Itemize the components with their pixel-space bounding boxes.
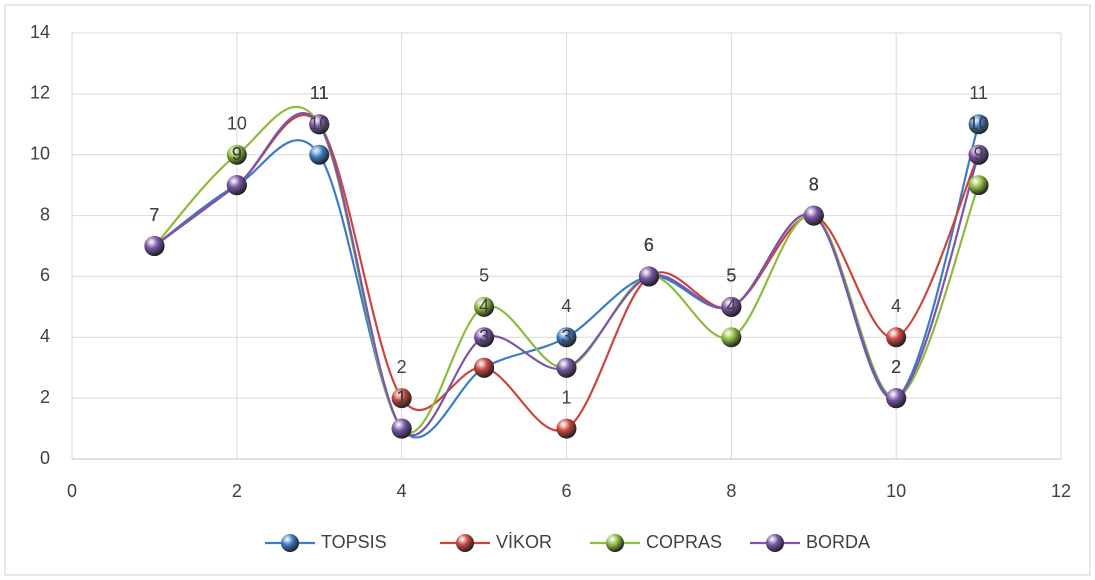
marker [474,296,495,317]
marker [226,175,247,196]
marker [721,327,742,348]
marker [556,357,577,378]
data-label: 7 [149,205,159,225]
data-label: 10 [969,113,989,133]
data-label: 11 [310,83,329,103]
x-tick-label: 0 [67,481,77,501]
x-tick-label: 2 [232,481,242,501]
data-label: 7 [149,205,159,225]
data-label: 4 [561,296,571,316]
legend-label: COPRAS [646,532,722,552]
x-tick-label: 12 [1051,481,1071,501]
data-label: 9 [974,144,984,164]
legend-label: BORDA [806,532,870,552]
legend-marker [766,534,784,552]
marker [556,418,577,439]
data-label: 5 [726,266,736,286]
data-label: 3 [479,326,489,346]
data-label: 8 [809,174,819,194]
data-label: 7 [149,205,159,225]
data-label: 2 [891,357,901,377]
data-label: 10 [969,113,989,133]
x-tick-label: 4 [397,481,407,501]
data-label: 5 [726,266,736,286]
data-label: 10 [227,113,247,133]
data-label: 1 [397,387,407,407]
x-tick-label: 10 [886,481,906,501]
y-tick-label: 4 [40,326,50,346]
data-label: 11 [310,83,329,103]
marker [968,114,989,135]
data-label: 6 [644,235,654,255]
data-label: 1 [397,387,407,407]
marker [391,388,412,409]
data-label: 6 [644,235,654,255]
data-label: 5 [726,266,736,286]
x-tick-label: 6 [561,481,571,501]
y-tick-label: 6 [40,265,50,285]
marker [886,327,907,348]
data-label: 5 [479,266,489,286]
marker [226,144,247,165]
marker [803,205,824,226]
y-tick-label: 12 [30,83,50,103]
marker [886,388,907,409]
marker [556,327,577,348]
legend-marker [456,534,474,552]
data-label: 2 [397,357,407,377]
marker [721,296,742,317]
legend-marker [281,534,299,552]
legend-marker [606,534,624,552]
marker [968,175,989,196]
data-label: 2 [891,357,901,377]
data-label: 6 [644,235,654,255]
marker [474,357,495,378]
y-tick-label: 8 [40,204,50,224]
data-label: 4 [726,296,736,316]
data-label: 10 [309,113,329,133]
data-label: 11 [310,83,329,103]
data-label: 8 [809,174,819,194]
legend-label: VİKOR [496,532,552,552]
data-label: 7 [149,205,159,225]
marker [968,144,989,165]
data-label: 3 [479,326,489,346]
data-label: 4 [479,296,489,316]
data-label: 3 [561,326,571,346]
y-tick-label: 14 [30,22,50,42]
legend-label: TOPSIS [321,532,387,552]
marker [309,144,330,165]
data-label: 3 [561,326,571,346]
marker [391,418,412,439]
data-label: 11 [969,83,988,103]
marker [638,266,659,287]
y-tick-label: 10 [30,143,50,163]
data-label: 1 [397,387,407,407]
data-label: 4 [891,296,901,316]
data-label: 9 [232,144,242,164]
data-label: 6 [644,235,654,255]
x-tick-label: 8 [726,481,736,501]
data-label: 8 [809,174,819,194]
data-label: 9 [232,144,242,164]
y-tick-label: 2 [40,387,50,407]
marker [309,114,330,135]
data-label: 9 [232,144,242,164]
data-label: 1 [561,387,571,407]
y-tick-label: 0 [40,448,50,468]
chart-border [4,4,1091,576]
marker [474,327,495,348]
marker [144,236,165,256]
data-label: 2 [891,357,901,377]
data-label: 8 [809,174,819,194]
